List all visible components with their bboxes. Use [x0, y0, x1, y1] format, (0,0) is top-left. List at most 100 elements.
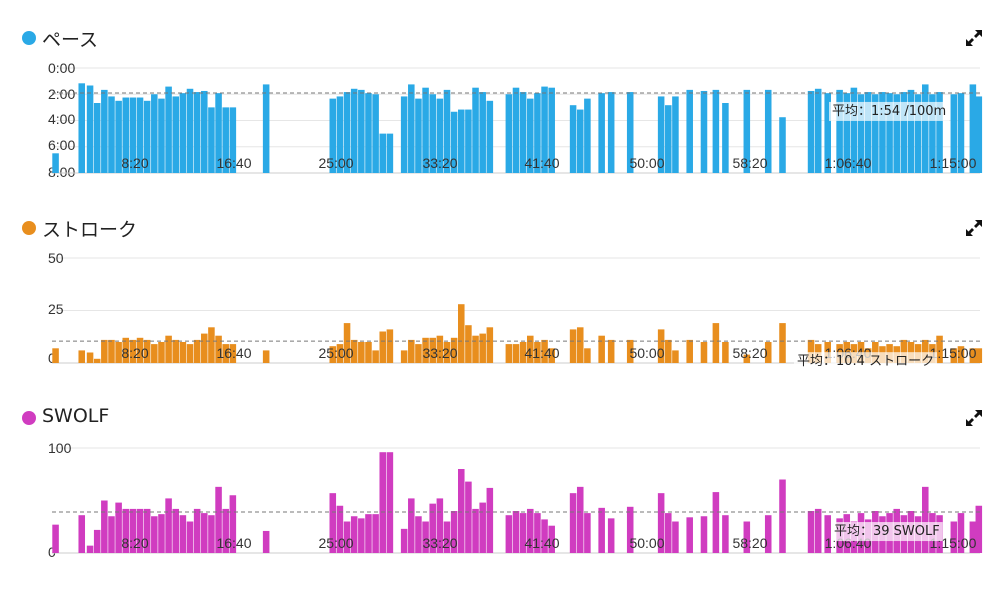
bar[interactable]: [408, 498, 415, 553]
bar[interactable]: [201, 333, 208, 363]
bar[interactable]: [158, 514, 165, 553]
bar[interactable]: [626, 506, 634, 553]
bar[interactable]: [108, 339, 115, 363]
bar[interactable]: [879, 92, 886, 173]
bar[interactable]: [215, 335, 222, 363]
bar[interactable]: [422, 521, 429, 554]
bar[interactable]: [576, 109, 584, 173]
bar[interactable]: [136, 97, 144, 173]
bar[interactable]: [657, 96, 665, 173]
bar[interactable]: [914, 94, 922, 173]
bar[interactable]: [969, 348, 977, 363]
bar[interactable]: [626, 339, 634, 363]
bar[interactable]: [534, 93, 541, 173]
bar[interactable]: [129, 339, 137, 363]
bar[interactable]: [936, 335, 943, 363]
bar[interactable]: [486, 487, 494, 553]
bar[interactable]: [350, 516, 358, 553]
bar[interactable]: [512, 344, 520, 363]
bar[interactable]: [450, 337, 458, 363]
bar[interactable]: [969, 84, 977, 173]
bar[interactable]: [429, 94, 436, 173]
bar[interactable]: [336, 505, 344, 553]
bar[interactable]: [665, 105, 672, 173]
bar[interactable]: [115, 502, 122, 553]
bar[interactable]: [101, 89, 108, 173]
bar[interactable]: [78, 83, 86, 173]
bar[interactable]: [712, 492, 720, 553]
bar[interactable]: [712, 323, 720, 363]
bar[interactable]: [151, 516, 158, 553]
bar[interactable]: [686, 339, 693, 363]
bar[interactable]: [569, 329, 577, 363]
bar[interactable]: [472, 335, 479, 363]
bar[interactable]: [422, 337, 429, 363]
bar[interactable]: [534, 513, 541, 553]
expand-icon[interactable]: [964, 28, 984, 48]
bar[interactable]: [857, 94, 865, 173]
bar[interactable]: [115, 100, 122, 173]
bar[interactable]: [722, 103, 729, 173]
bar[interactable]: [534, 342, 541, 363]
bar[interactable]: [950, 348, 958, 363]
bar[interactable]: [607, 92, 615, 173]
expand-icon[interactable]: [964, 408, 984, 428]
bar[interactable]: [975, 96, 983, 173]
bar[interactable]: [569, 105, 577, 173]
bar[interactable]: [969, 521, 977, 554]
bar[interactable]: [165, 335, 172, 363]
bar[interactable]: [764, 342, 772, 363]
bar[interactable]: [52, 153, 59, 173]
bar[interactable]: [665, 513, 672, 553]
bar[interactable]: [722, 342, 729, 363]
bar[interactable]: [465, 325, 472, 363]
bar[interactable]: [900, 339, 908, 363]
bar[interactable]: [129, 97, 137, 173]
bar[interactable]: [712, 89, 720, 173]
bar[interactable]: [700, 90, 708, 173]
bar[interactable]: [584, 513, 591, 553]
bar[interactable]: [329, 493, 337, 553]
bar[interactable]: [136, 508, 144, 553]
bar[interactable]: [598, 507, 605, 553]
bar[interactable]: [512, 511, 520, 553]
bar[interactable]: [122, 508, 130, 553]
bar[interactable]: [429, 337, 436, 363]
bar[interactable]: [665, 339, 672, 363]
bar[interactable]: [86, 545, 94, 553]
bar[interactable]: [379, 452, 387, 553]
bar[interactable]: [86, 352, 94, 364]
bar[interactable]: [408, 84, 415, 173]
bar[interactable]: [843, 93, 851, 173]
bar[interactable]: [358, 342, 365, 363]
bar[interactable]: [193, 339, 201, 363]
bar[interactable]: [422, 87, 429, 173]
bar[interactable]: [824, 515, 831, 553]
bar[interactable]: [743, 521, 751, 554]
bar[interactable]: [186, 88, 194, 173]
bar[interactable]: [151, 344, 158, 363]
bar[interactable]: [743, 354, 751, 363]
bar[interactable]: [408, 339, 415, 363]
bar[interactable]: [541, 519, 548, 553]
bar[interactable]: [415, 344, 422, 363]
bar[interactable]: [350, 339, 358, 363]
bar[interactable]: [165, 498, 172, 553]
bar[interactable]: [472, 87, 479, 173]
bar[interactable]: [548, 525, 555, 553]
bar[interactable]: [764, 89, 772, 173]
bar[interactable]: [122, 97, 130, 173]
bar[interactable]: [165, 86, 172, 173]
bar[interactable]: [541, 339, 548, 363]
bar[interactable]: [465, 109, 472, 173]
bar[interactable]: [143, 339, 151, 363]
bar[interactable]: [443, 342, 451, 363]
bar[interactable]: [443, 521, 451, 554]
bar[interactable]: [824, 93, 831, 173]
bar[interactable]: [743, 89, 751, 173]
bar[interactable]: [872, 94, 879, 173]
bar[interactable]: [807, 511, 815, 553]
bar[interactable]: [358, 518, 365, 553]
bar[interactable]: [93, 103, 101, 173]
bar[interactable]: [505, 515, 513, 553]
